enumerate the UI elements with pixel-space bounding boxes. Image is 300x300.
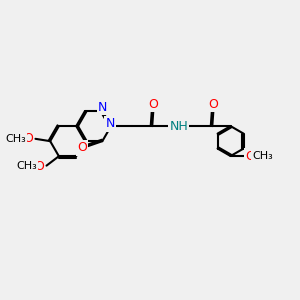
Text: N: N — [106, 117, 115, 130]
Text: NH: NH — [169, 120, 188, 133]
Text: N: N — [98, 101, 108, 114]
Text: O: O — [23, 132, 33, 145]
Text: O: O — [208, 98, 218, 111]
Text: CH₃: CH₃ — [16, 160, 37, 171]
Text: O: O — [246, 150, 256, 163]
Text: O: O — [34, 160, 44, 173]
Text: O: O — [148, 98, 158, 111]
Text: CH₃: CH₃ — [253, 151, 273, 161]
Text: O: O — [77, 141, 87, 154]
Text: CH₃: CH₃ — [5, 134, 26, 144]
